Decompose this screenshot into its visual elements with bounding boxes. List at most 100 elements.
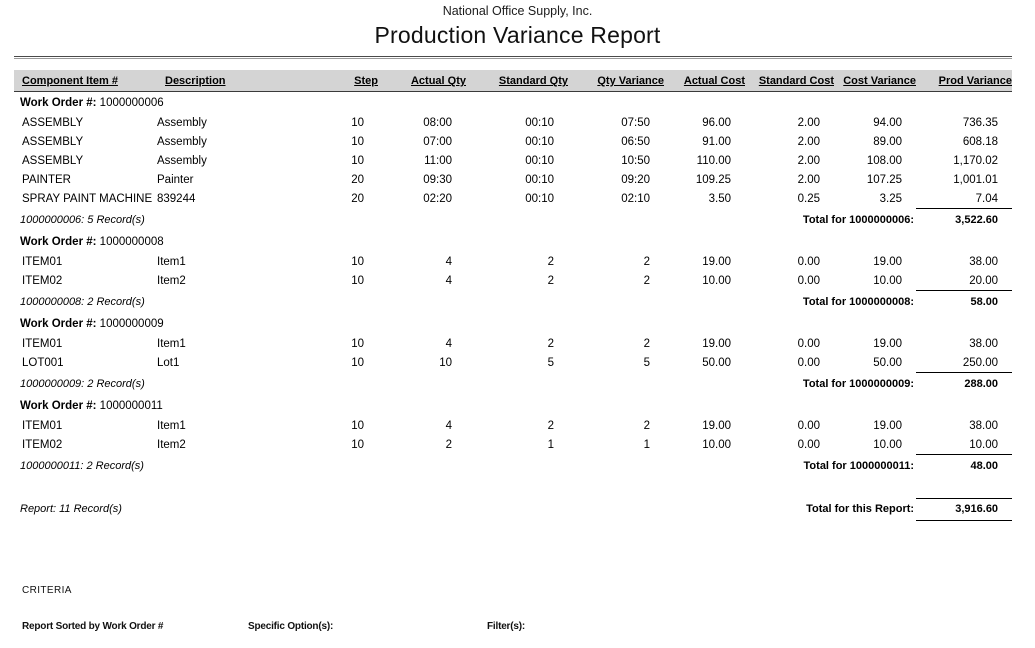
cell: Item2 [157,439,186,451]
column-header-description: Description [157,70,298,92]
cell: 2 [547,338,554,350]
cell: 7.04 [975,192,998,205]
group-total-value: 48.00 [916,454,1012,477]
cell: 0.00 [797,357,820,369]
report-total-value: 3,916.60 [916,497,1013,521]
cell: 19.00 [702,256,731,268]
column-header-prod-variance: Prod Variance [916,70,1012,92]
cell: 2 [547,420,554,432]
cell: ASSEMBLY [22,155,84,167]
work-order-header-row: Work Order #: 1000000008 [14,231,1012,253]
cell: 94.00 [873,117,902,129]
cell: 10 [351,117,364,129]
column-header-actual-cost: Actual Cost [664,70,745,92]
group-record-count: 1000000009: 2 Record(s) [20,377,145,390]
cell: 1,170.02 [953,155,998,167]
group-total-label: Total for 1000000008: [802,295,914,308]
work-order-label: Work Order #: [20,317,97,330]
work-order-header: Work Order #: 1000000011 [14,395,1012,417]
group-total-label: Total for 1000000011: [803,459,914,472]
cell: 108.00 [866,155,902,167]
cell: 2 [643,256,650,268]
cell: 89.00 [873,136,902,148]
criteria-line: Report Sorted by Work Order # Specific O… [0,621,1035,635]
cell: 5 [547,357,554,369]
table-row: ASSEMBLY Assembly 10 08:00 00:10 07:50 96.00 2.… [14,114,1012,133]
cell: 19.00 [873,338,902,350]
cell: 3.50 [708,193,731,205]
column-header-actual-qty: Actual Qty [378,70,466,92]
cell: 19.00 [873,420,902,432]
group-footer-row: 1000000006: 5 Record(s) Total for 1000000… [14,208,1012,231]
cell: 10.00 [969,438,998,451]
cell: Item1 [157,420,186,432]
cell: 10 [351,256,364,268]
group-footer-row: 1000000008: 2 Record(s) Total for 1000000… [14,290,1012,313]
group-record-count: 1000000011: 2 Record(s) [20,459,144,472]
cell: 2 [547,256,554,268]
cell: 5 [643,357,650,369]
cell: ITEM01 [22,256,63,268]
cell: 20 [351,193,364,205]
cell: 08:00 [423,117,452,129]
cell: 10 [351,439,364,451]
cell: 00:10 [525,117,554,129]
variance-table: Component Item # Description Step Actual Qt… [14,70,1012,477]
cell: 0.00 [797,439,820,451]
cell: 10:50 [621,155,650,167]
cell: 38.00 [969,256,998,268]
cell: Lot1 [157,357,180,369]
table-row: ITEM02 Item2 10 2 1 1 10.00 0.00 10.00 10.00 [14,436,1012,455]
cell: 10 [351,275,364,287]
cell: 2 [445,439,452,451]
table-row: SPRAY PAINT MACHINE 839244 20 02:20 00:10 02:… [14,190,1012,209]
cell: 4 [445,338,452,350]
cell: ITEM02 [22,275,63,287]
work-order-header-row: Work Order #: 1000000006 [14,92,1012,114]
group-total-value: 58.00 [916,290,1012,313]
group-total-value: 3,522.60 [916,208,1012,231]
cell: 10 [351,357,364,369]
table-row: LOT001 Lot1 10 10 5 5 50.00 0.00 50.00 250.00 [14,354,1012,373]
work-order-label: Work Order #: [20,399,97,412]
work-order-number: 1000000008 [96,235,164,248]
cell: 10.00 [702,439,731,451]
cell: 20 [351,174,364,186]
work-order-header-row: Work Order #: 1000000011 [14,395,1012,417]
company-name: National Office Supply, Inc. [442,4,593,18]
cell: 50.00 [702,357,731,369]
column-header-qty-variance: Qty Variance [568,70,664,92]
cell: ITEM01 [22,420,63,432]
cell: 110.00 [696,155,731,167]
cell: 4 [445,420,452,432]
report-summary: Report: 11 Record(s) Total for this Repo… [14,497,1013,521]
column-header-cost-variance: Cost Variance [834,70,916,92]
cell: 07:50 [621,117,650,129]
table-row: ASSEMBLY Assembly 10 07:00 00:10 06:50 91.00 2.… [14,133,1012,152]
cell: 96.00 [702,117,731,129]
table-header-row: Component Item # Description Step Actual Qt… [14,70,1012,92]
cell: 839244 [157,193,196,205]
column-header-component-item: Component Item # [14,70,157,92]
table-row: ITEM01 Item1 10 4 2 2 19.00 0.00 19.00 38.00 [14,417,1012,436]
cell: 10 [439,357,452,369]
cell: 10 [351,338,364,350]
cell: Item1 [157,338,186,350]
cell: 0.00 [797,420,820,432]
cell: 38.00 [969,338,998,350]
cell: PAINTER [22,174,71,186]
report-total-label: Total for this Report: [806,503,915,515]
group-footer-row: 1000000011: 2 Record(s) Total for 1000000… [14,454,1012,477]
cell: 107.25 [866,174,902,186]
work-order-header-row: Work Order #: 1000000009 [14,313,1012,335]
cell: 19.00 [873,256,902,268]
criteria-heading: CRITERIA [22,585,72,596]
cell: 608.18 [962,136,998,148]
cell: ITEM02 [22,439,63,451]
cell: 09:30 [423,174,452,186]
cell: 00:10 [525,174,554,186]
cell: 2 [547,275,554,287]
work-order-label: Work Order #: [20,96,97,109]
group-record-count: 1000000006: 5 Record(s) [20,213,145,226]
page-title: Production Variance Report [374,22,661,48]
